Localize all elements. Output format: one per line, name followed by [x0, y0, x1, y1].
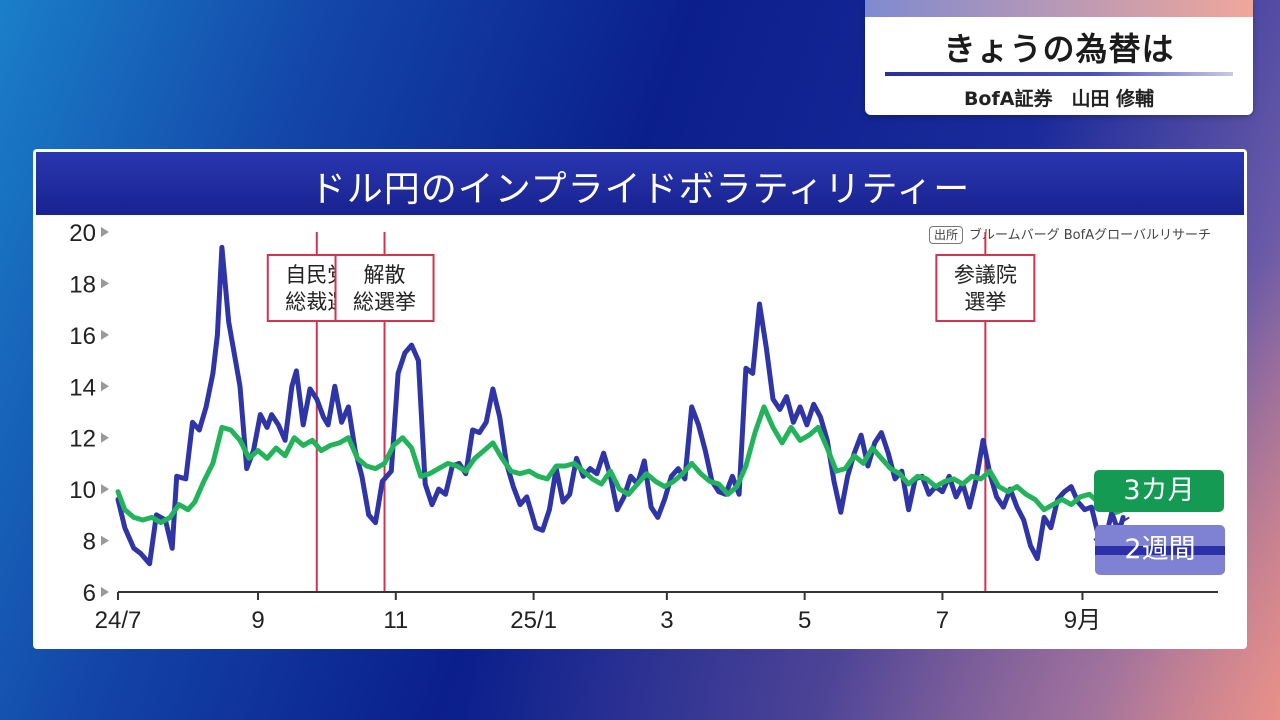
segment-header-card: きょうの為替は BofA証券 山田 修輔 [865, 0, 1253, 115]
y-tick-arrow-icon [101, 535, 109, 546]
source-note: 出所 ブルームバーグ BofAグローバルリサーチ [929, 224, 1211, 244]
segment-title: きょうの為替は [943, 30, 1175, 68]
y-tick-label: 20 [69, 220, 96, 247]
y-tick-label: 18 [69, 271, 96, 298]
y-tick-label: 10 [69, 477, 96, 504]
source-text: ブルームバーグ BofAグローバルリサーチ [969, 228, 1211, 243]
x-tick-label: 24/7 [95, 607, 142, 634]
y-tick-arrow-icon [101, 227, 109, 237]
x-tick-label: 25/1 [510, 607, 557, 634]
event-label-text: 解散 [364, 263, 406, 287]
series-line-3-month [115, 404, 1126, 526]
y-tick-arrow-icon [101, 587, 109, 597]
y-tick-arrow-icon [101, 432, 109, 443]
x-tick-label: 5 [798, 607, 811, 634]
legend-2-week-swatch [1095, 546, 1225, 555]
y-tick-label: 6 [83, 580, 96, 607]
header-accent-bar [865, 0, 1253, 17]
legend-2-week: 2週間 [1095, 525, 1225, 575]
event-label-text: 参議院 [954, 263, 1017, 287]
source-label: 出所 [929, 226, 964, 244]
x-tick-label: 9月 [1064, 607, 1101, 634]
y-tick-label: 12 [69, 426, 96, 453]
event-label-text: 総選挙 [353, 290, 416, 314]
legend-2-week-label: 2週間 [1124, 534, 1196, 565]
series-line-2-week [115, 244, 1126, 567]
x-tick-label: 3 [660, 607, 673, 634]
x-tick-label: 9 [251, 607, 264, 634]
y-tick-label: 16 [69, 323, 96, 350]
chart-title: ドル円のインプライドボラティリティー [309, 169, 971, 210]
y-tick-arrow-icon [101, 381, 109, 392]
event-label-box [334, 254, 435, 322]
title-underline [885, 72, 1233, 76]
y-tick-label: 8 [83, 529, 96, 556]
event-label-box [935, 254, 1036, 322]
y-tick-label: 14 [69, 374, 96, 401]
x-tick-label: 7 [936, 607, 949, 634]
y-tick-arrow-icon [101, 329, 109, 340]
legend-3-month: 3カ月 [1094, 470, 1224, 512]
chart-card: ドル円のインプライドボラティリティー [33, 149, 1247, 649]
y-tick-arrow-icon [101, 278, 109, 289]
x-tick-label: 11 [383, 607, 408, 634]
y-tick-arrow-icon [101, 484, 109, 495]
event-label-text: 選挙 [964, 290, 1006, 314]
chart-title-bar: ドル円のインプライドボラティリティー [36, 152, 1244, 215]
commentator-caption: BofA証券 山田 修輔 [963, 88, 1155, 110]
